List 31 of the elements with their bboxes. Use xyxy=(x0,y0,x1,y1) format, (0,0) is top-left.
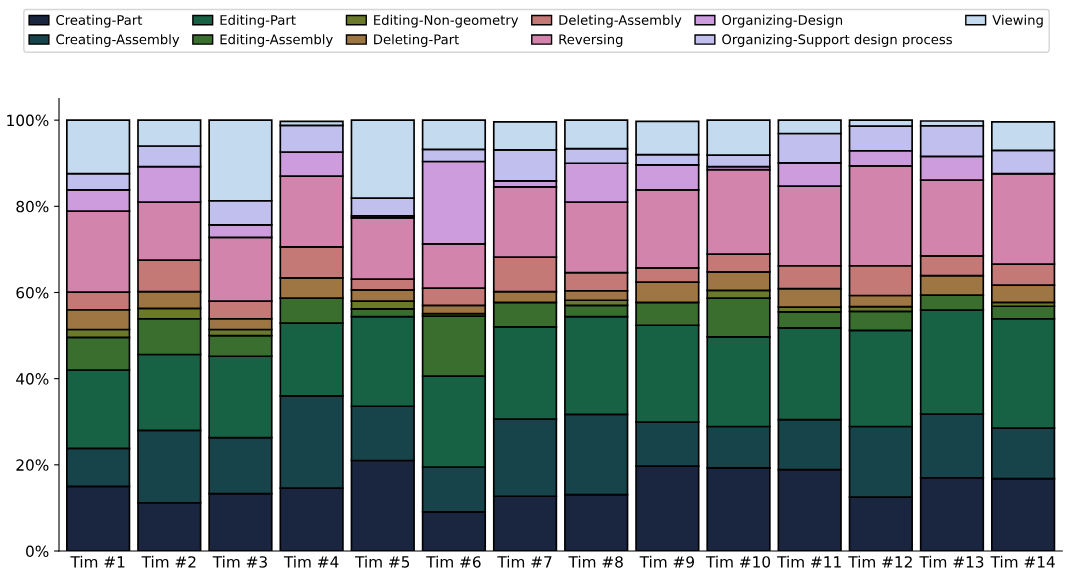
x-tick-label: Tim #12 xyxy=(848,555,912,568)
x-tick-label: Tim #3 xyxy=(212,555,267,568)
x-tick-label: Tim #5 xyxy=(355,555,410,568)
x-tick-label: Tim #10 xyxy=(705,555,771,568)
legend-label: Organizing-Design xyxy=(722,14,843,28)
legend-label: Editing-Part xyxy=(220,14,296,28)
legend-label: Deleting-Part xyxy=(374,34,459,47)
x-tick-label: Tim #13 xyxy=(919,555,984,568)
x-tick-label: Tim #1 xyxy=(70,555,125,568)
x-tick-label: Tim #11 xyxy=(777,555,841,568)
legend-label: Editing-Non-geometry xyxy=(374,14,519,28)
legend-label: Deleting-Assembly xyxy=(559,14,682,28)
y-tick-label: 100% xyxy=(7,114,49,127)
y-tick-label: 20% xyxy=(16,459,49,471)
y-tick-label: 60% xyxy=(16,286,49,299)
legend-label: Reversing xyxy=(559,34,623,47)
legend-label: Organizing-Support design process xyxy=(722,34,952,47)
legend-label: Editing-Assembly xyxy=(220,34,333,47)
x-tick-label: Tim #14 xyxy=(990,555,1055,568)
x-tick-label: Tim #2 xyxy=(141,555,196,568)
y-tick-label: 80% xyxy=(16,200,49,213)
legend-label: Creating-Assembly xyxy=(56,34,180,47)
y-tick-label: 0% xyxy=(26,545,49,558)
x-tick-label: Tim #8 xyxy=(568,555,623,568)
x-tick-label: Tim #6 xyxy=(426,555,481,568)
legend-label: Viewing xyxy=(992,14,1043,28)
y-tick-label: 40% xyxy=(16,373,49,385)
x-tick-label: Tim #7 xyxy=(497,555,552,568)
x-tick-label: Tim #9 xyxy=(639,555,694,568)
x-tick-label: Tim #4 xyxy=(283,555,339,568)
legend-label: Creating-Part xyxy=(56,14,143,28)
